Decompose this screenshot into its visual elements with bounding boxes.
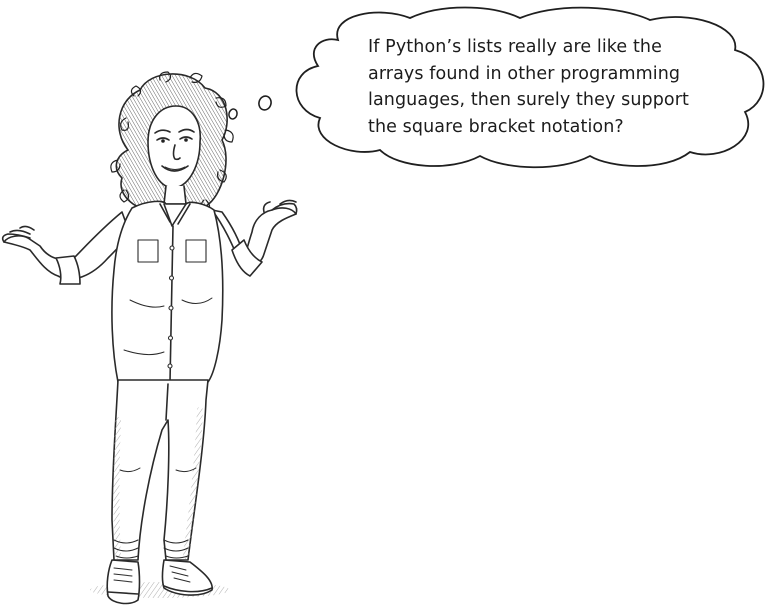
thought-dot-large — [258, 95, 272, 111]
thought-bubble-cloud — [295, 6, 765, 169]
thought-line: languages, then surely they support — [368, 90, 689, 110]
thought-line: If Python’s lists really are like the — [368, 37, 662, 57]
left-sneaker — [106, 559, 141, 605]
right-sneaker — [161, 559, 213, 596]
woman-figure — [1, 71, 298, 605]
thought-line: the square bracket notation? — [368, 116, 624, 137]
thought-line: arrays found in other programming — [368, 63, 681, 84]
jeans — [111, 379, 209, 561]
thought-dot-small — [228, 108, 238, 120]
shirt — [111, 200, 224, 388]
thought-bubble-text: If Python’s lists really are like the ar… — [368, 34, 728, 140]
